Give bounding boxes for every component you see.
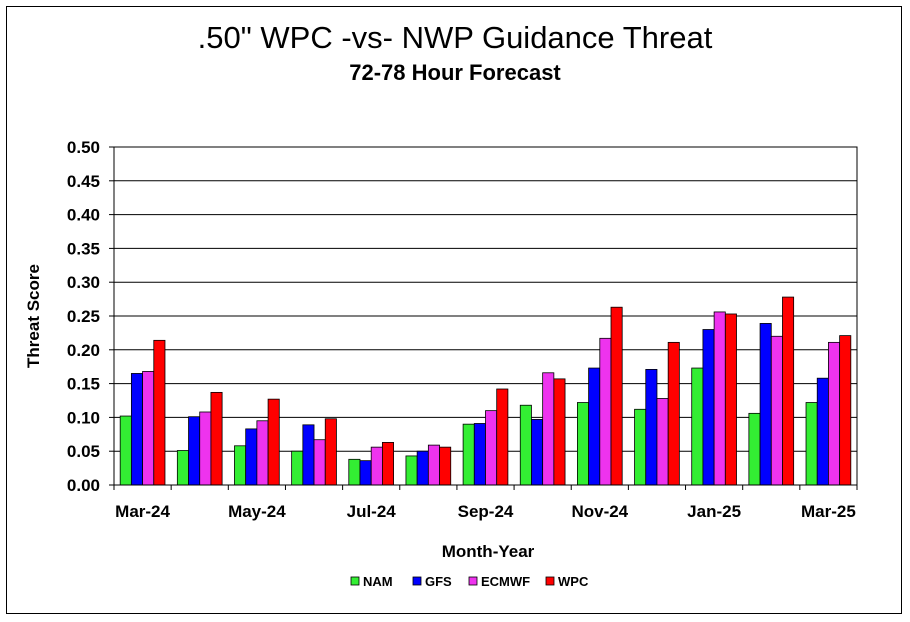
bar-gfs-dec-24 — [645, 369, 658, 486]
bar-wpc-jun-24 — [324, 418, 337, 486]
bar-wpc-oct-24 — [553, 378, 566, 486]
chart-frame — [6, 6, 902, 614]
bar-gfs-sep-24 — [473, 423, 486, 486]
y-axis-ticks: 0.00 0.05 0.10 0.15 0.20 0.25 0.30 0.35 0.40 0.45… — [67, 138, 114, 495]
bar-nam-jul-24 — [348, 458, 361, 486]
bar-ecmwf-jun-24 — [313, 439, 326, 486]
legend: NAM GFS ECMWF WPC — [350, 574, 589, 589]
bar-wpc-mar-25 — [839, 335, 852, 486]
bar-wpc-sep-24 — [496, 388, 509, 486]
bar-gfs-apr-24 — [188, 416, 201, 486]
bar-gfs-jan-25 — [702, 329, 715, 486]
bar-ecmwf-may-24 — [256, 420, 269, 486]
x-tick-label: Mar-24 — [115, 502, 170, 521]
bar-gfs-nov-24 — [588, 367, 601, 486]
x-tick-label: Jul-24 — [347, 502, 397, 521]
y-tick-label: 0.05 — [67, 442, 100, 461]
bar-gfs-mar-24 — [130, 373, 143, 486]
bar-wpc-feb-25 — [782, 296, 795, 486]
bar-gfs-feb-25 — [759, 323, 772, 486]
bar-nam-oct-24 — [519, 404, 532, 486]
y-tick-label: 0.20 — [67, 341, 100, 360]
bar-gfs-jul-24 — [359, 460, 372, 486]
x-axis-label: Month-Year — [442, 542, 535, 561]
bar-ecmwf-mar-24 — [142, 371, 155, 486]
y-tick-label: 0.30 — [67, 273, 100, 292]
bar-ecmwf-mar-25 — [828, 341, 841, 486]
bar-nam-jun-24 — [291, 450, 304, 486]
bar-wpc-may-24 — [267, 398, 280, 486]
x-tick-label: Mar-25 — [801, 502, 856, 521]
bar-nam-sep-24 — [462, 423, 475, 486]
legend-label-nam: NAM — [363, 574, 393, 589]
bar-ecmwf-apr-24 — [199, 411, 212, 486]
bar-nam-apr-24 — [176, 450, 189, 486]
x-tick-label: Jan-25 — [687, 502, 741, 521]
bar-ecmwf-dec-24 — [656, 398, 669, 486]
bar-gfs-mar-25 — [816, 377, 829, 486]
bar-ecmwf-sep-24 — [485, 410, 498, 486]
y-tick-label: 0.50 — [67, 138, 100, 157]
bar-gfs-may-24 — [245, 428, 258, 486]
bar-wpc-apr-24 — [210, 391, 223, 486]
bar-nam-mar-25 — [805, 402, 818, 486]
x-axis-ticks: Mar-24 May-24 Jul-24 Sep-24 Nov-24 Jan-25 Mar-… — [113, 485, 858, 521]
bars — [119, 296, 852, 486]
bar-ecmwf-oct-24 — [542, 372, 555, 486]
bar-wpc-dec-24 — [667, 341, 680, 486]
legend-swatch-ecmwf — [468, 576, 478, 586]
bar-wpc-aug-24 — [439, 446, 452, 486]
x-tick-label: May-24 — [228, 502, 286, 521]
bar-gfs-jun-24 — [302, 424, 315, 486]
bar-gfs-oct-24 — [531, 419, 544, 486]
bar-gfs-aug-24 — [416, 450, 429, 486]
bar-nam-feb-25 — [748, 412, 761, 486]
legend-label-gfs: GFS — [425, 574, 452, 589]
bar-ecmwf-jul-24 — [370, 446, 383, 486]
bar-ecmwf-feb-25 — [770, 335, 783, 486]
bar-ecmwf-aug-24 — [427, 444, 440, 486]
y-tick-label: 0.15 — [67, 375, 100, 394]
bar-nam-mar-24 — [119, 415, 132, 486]
chart-subtitle: 72-78 Hour Forecast — [349, 60, 561, 85]
legend-label-ecmwf: ECMWF — [481, 574, 530, 589]
bar-nam-dec-24 — [634, 408, 647, 486]
x-tick-label: Sep-24 — [458, 502, 514, 521]
x-tick-label: Nov-24 — [571, 502, 628, 521]
bar-wpc-jul-24 — [381, 442, 394, 486]
bar-ecmwf-nov-24 — [599, 337, 612, 486]
bar-wpc-jan-25 — [724, 313, 737, 486]
bar-ecmwf-jan-25 — [713, 311, 726, 486]
y-tick-label: 0.00 — [67, 476, 100, 495]
y-tick-label: 0.10 — [67, 408, 100, 427]
legend-swatch-nam — [350, 576, 360, 586]
bar-nam-aug-24 — [405, 455, 418, 486]
legend-swatch-wpc — [545, 576, 555, 586]
y-tick-label: 0.25 — [67, 307, 100, 326]
bar-wpc-mar-24 — [153, 339, 166, 486]
y-tick-label: 0.35 — [67, 239, 100, 258]
y-tick-label: 0.40 — [67, 206, 100, 225]
chart-title: .50" WPC -vs- NWP Guidance Threat — [197, 20, 713, 55]
bar-wpc-nov-24 — [610, 306, 623, 486]
y-axis-label: Threat Score — [24, 264, 43, 368]
y-tick-label: 0.45 — [67, 172, 100, 191]
bar-nam-nov-24 — [577, 402, 590, 486]
legend-label-wpc: WPC — [558, 574, 589, 589]
bar-nam-jan-25 — [691, 367, 704, 486]
bar-nam-may-24 — [234, 445, 247, 486]
legend-swatch-gfs — [412, 576, 422, 586]
